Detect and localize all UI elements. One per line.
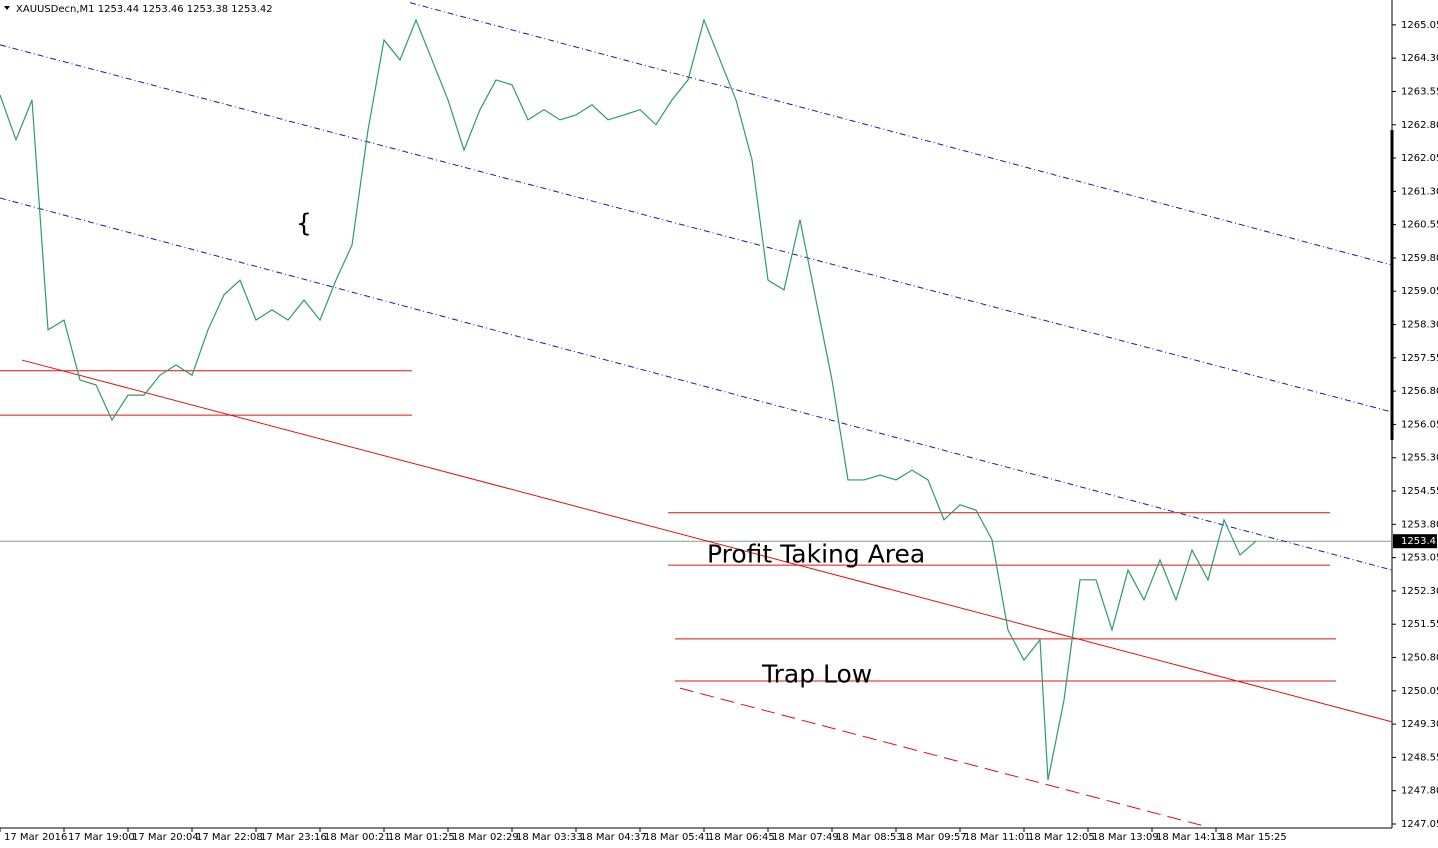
y-tick-label: 1251.55	[1401, 619, 1438, 630]
x-tick-label: 18 Mar 07:49	[772, 832, 839, 843]
x-tick-label: 18 Mar 04:37	[580, 832, 647, 843]
y-tick-label: 1249.30	[1401, 719, 1438, 730]
x-tick-label: 18 Mar 02:29	[452, 832, 519, 843]
y-tick-label: 1260.55	[1401, 220, 1438, 231]
y-tick-label: 1255.30	[1401, 453, 1438, 464]
annotation: {	[296, 209, 312, 238]
x-tick-label: 18 Mar 09:57	[900, 832, 967, 843]
x-tick-label: 17 Mar 22:08	[196, 832, 263, 843]
trend-line	[409, 2, 1393, 266]
trend-line	[679, 687, 1206, 827]
x-tick-label: 18 Mar 14:13	[1156, 832, 1223, 843]
x-tick-label: 17 Mar 23:16	[260, 832, 327, 843]
price-line	[0, 18, 1257, 781]
trend-line	[21, 359, 1393, 723]
y-tick-label: 1262.80	[1401, 120, 1438, 131]
y-tick-label: 1259.05	[1401, 286, 1438, 297]
annotation: Trap Low	[761, 659, 872, 688]
y-tick-label: 1250.05	[1401, 686, 1438, 697]
x-tick-label: 18 Mar 12:05	[1028, 832, 1095, 843]
y-tick-label: 1247.05	[1401, 819, 1438, 830]
x-tick-label: 18 Mar 05:41	[644, 832, 711, 843]
x-tick-label: 17 Mar 19:00	[68, 832, 135, 843]
x-tick-label: 18 Mar 15:25	[1220, 832, 1287, 843]
y-tick-label: 1263.55	[1401, 86, 1438, 97]
y-tick-label: 1252.30	[1401, 586, 1438, 597]
x-tick-label: 18 Mar 11:01	[964, 832, 1031, 843]
y-tick-label: 1253.05	[1401, 553, 1438, 564]
y-tick-label: 1247.80	[1401, 786, 1438, 797]
y-tick-label: 1259.80	[1401, 253, 1438, 264]
current-price-label: 1253.42	[1401, 536, 1438, 547]
x-tick-label: 18 Mar 03:33	[516, 832, 583, 843]
y-tick-label: 1254.55	[1401, 486, 1438, 497]
trend-line	[0, 197, 1393, 571]
x-tick-label: 18 Mar 06:45	[708, 832, 775, 843]
y-tick-label: 1257.55	[1401, 353, 1438, 364]
y-tick-label: 1256.80	[1401, 386, 1438, 397]
x-tick-label: 17 Mar 2016	[4, 832, 67, 843]
y-tick-label: 1265.05	[1401, 20, 1438, 31]
menu-arrow[interactable]	[4, 6, 10, 10]
y-tick-label: 1264.30	[1401, 53, 1438, 64]
y-tick-label: 1262.05	[1401, 153, 1438, 164]
annotation: Profit Taking Area	[707, 539, 925, 568]
x-tick-label: 18 Mar 08:53	[836, 832, 903, 843]
x-tick-label: 18 Mar 00:21	[324, 832, 391, 843]
trend-line	[0, 44, 1393, 413]
y-tick-label: 1261.30	[1401, 186, 1438, 197]
y-tick-label: 1258.30	[1401, 320, 1438, 331]
chart-title: XAUUSDecn,M1 1253.44 1253.46 1253.38 125…	[16, 4, 273, 15]
y-tick-label: 1250.80	[1401, 653, 1438, 664]
y-tick-label: 1256.05	[1401, 419, 1438, 430]
x-tick-label: 18 Mar 01:25	[388, 832, 455, 843]
x-tick-label: 18 Mar 13:09	[1092, 832, 1159, 843]
y-tick-label: 1253.80	[1401, 519, 1438, 530]
current-price-box	[1393, 534, 1437, 549]
y-tick-label: 1248.55	[1401, 752, 1438, 763]
x-tick-label: 17 Mar 20:04	[132, 832, 199, 843]
